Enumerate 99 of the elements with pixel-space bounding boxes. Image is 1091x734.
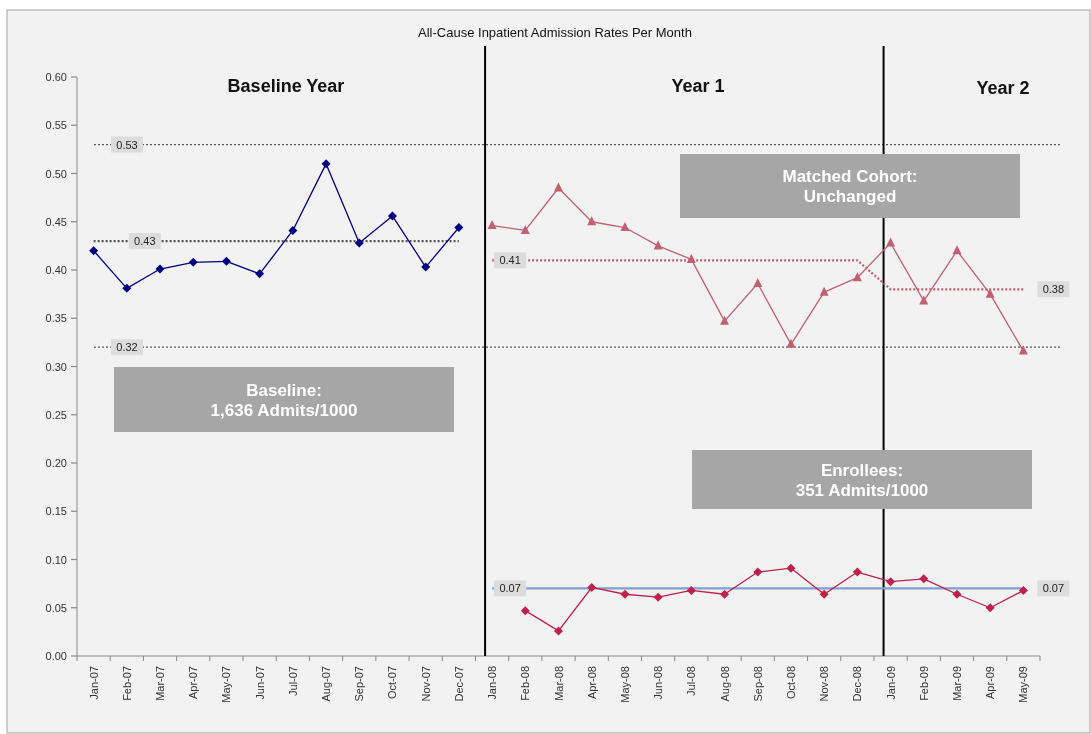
point [454, 223, 464, 233]
y-tick-label: 0.15 [45, 505, 67, 518]
y-tick-label: 0.40 [45, 264, 67, 276]
x-tick-label: May-07 [220, 666, 233, 703]
annotation: Baseline Year [227, 76, 345, 96]
point [554, 182, 563, 192]
point [985, 603, 995, 613]
x-tick-label: Mar-07 [154, 666, 167, 701]
point [952, 245, 962, 255]
point [354, 238, 364, 248]
point [520, 606, 530, 616]
x-tick-label: Oct-08 [784, 666, 797, 700]
point [686, 585, 696, 595]
point [786, 563, 796, 573]
point [620, 222, 630, 232]
x-tick-label: Aug-07 [320, 666, 333, 702]
point [520, 224, 530, 234]
point [387, 211, 397, 221]
annotation: 0.07 [1042, 582, 1065, 595]
annotation: 0.43 [134, 235, 156, 248]
point [421, 262, 431, 272]
ref-line-label: 0.53 [116, 138, 138, 151]
text-box: Matched Cohort: Unchanged [680, 154, 1020, 218]
point [554, 626, 563, 636]
annotation: Matched Cohort: Unchanged [782, 167, 918, 206]
point [886, 577, 896, 587]
y-tick-label: 0.50 [45, 167, 67, 180]
x-tick-label: Sep-08 [751, 666, 764, 702]
chart-title: All-Cause Inpatient Admission Rates Per Month [418, 25, 692, 40]
y-tick-label: 0.25 [45, 408, 67, 421]
y-tick-label: 0.45 [45, 215, 67, 228]
x-tick-label: Dec-07 [452, 666, 465, 702]
point [620, 589, 630, 599]
x-tick-label: Mar-08 [552, 666, 565, 701]
point [852, 272, 862, 282]
point [753, 278, 763, 288]
x-tick-label: Jan-07 [87, 666, 100, 700]
x-tick-label: Jul-07 [286, 666, 299, 696]
x-tick-label: Jul-08 [685, 666, 698, 696]
x-tick-label: Jan-08 [486, 666, 499, 700]
annotation: 0.41 [499, 254, 521, 267]
point [255, 269, 265, 279]
annotation: Year 1 [671, 76, 725, 96]
x-tick-label: Feb-08 [519, 666, 532, 701]
x-tick-label: Jan-09 [884, 666, 897, 700]
point [155, 264, 165, 274]
point [720, 589, 730, 599]
point [321, 159, 331, 169]
y-tick-label: 0.35 [45, 312, 67, 325]
x-tick-label: Nov-07 [419, 666, 432, 702]
y-tick-label: 0.00 [45, 650, 67, 662]
x-tick-label: Feb-09 [917, 666, 930, 701]
x-tick-label: Oct-07 [386, 666, 399, 700]
text-box: Baseline: 1,636 Admits/1000 [114, 367, 454, 432]
point [587, 582, 597, 592]
annotation: 0.07 [499, 582, 521, 595]
y-tick-label: 0.20 [45, 457, 67, 469]
x-tick-label: Aug-08 [718, 666, 731, 702]
annotation: Enrollees: 351 Admits/1000 [795, 460, 929, 500]
point [819, 589, 829, 599]
x-tick-label: Jun-07 [253, 666, 266, 700]
point [985, 288, 995, 298]
annotation: 0.38 [1042, 283, 1065, 296]
text-box: Enrollees: 351 Admits/1000 [692, 450, 1032, 509]
y-tick-label: 0.55 [45, 119, 67, 132]
annotation: Year 2 [976, 78, 1030, 98]
x-tick-label: Apr-07 [187, 666, 200, 700]
point [221, 256, 231, 266]
y-tick-label: 0.10 [45, 553, 67, 566]
point [288, 225, 298, 235]
point [188, 257, 198, 267]
x-tick-label: Apr-09 [984, 666, 997, 700]
point [753, 567, 763, 577]
point [852, 567, 862, 577]
x-tick-label: May-08 [618, 666, 631, 703]
y-tick-label: 0.60 [45, 71, 67, 83]
x-tick-label: Jun-08 [652, 666, 665, 700]
x-tick-label: May-09 [1017, 666, 1030, 703]
y-tick-label: 0.05 [45, 601, 67, 614]
point [819, 286, 829, 296]
point [786, 338, 796, 348]
x-tick-label: Sep-07 [353, 666, 366, 702]
y-tick-label: 0.30 [45, 360, 67, 373]
point [720, 315, 730, 325]
ref-line-label: 0.32 [116, 341, 138, 354]
x-tick-label: Dec-08 [851, 666, 864, 702]
x-tick-label: Feb-07 [120, 666, 133, 701]
point [1018, 345, 1028, 355]
x-tick-label: Apr-08 [585, 666, 598, 700]
x-tick-label: Nov-08 [818, 666, 831, 702]
point [1018, 585, 1028, 595]
point [89, 246, 99, 256]
annotation: Baseline: 1,636 Admits/1000 [210, 380, 358, 420]
x-tick-label: Mar-09 [950, 666, 963, 701]
point [122, 283, 132, 293]
point [487, 220, 497, 230]
point [919, 574, 929, 584]
point [952, 589, 962, 599]
point [653, 592, 663, 602]
